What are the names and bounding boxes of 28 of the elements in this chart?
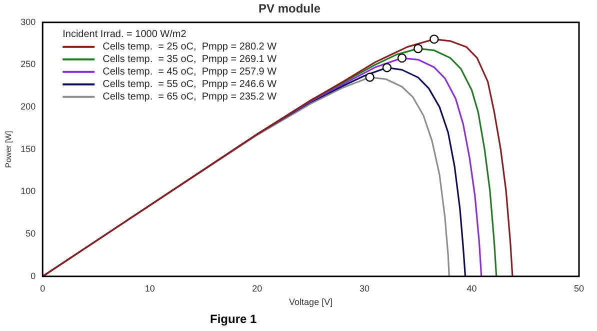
x-tick-label: 10 (144, 283, 155, 294)
caption: Figure 1 (210, 312, 257, 326)
y-tick-label: 150 (20, 144, 36, 154)
point (365, 72, 374, 82)
y-axis-title: Power [W] (4, 130, 14, 168)
legend-title: Incident Irrad. = 1000 W/m2 (62, 29, 187, 40)
y-tick-label: 300 (20, 16, 36, 27)
y-tick-label: 0 (30, 270, 36, 281)
x-tick-label: 50 (574, 283, 584, 294)
legend-label: Cells temp. = 35 oC, Pmpp = 269.1 W (102, 54, 278, 66)
point (430, 34, 439, 44)
y-tick-label: 200 (20, 102, 36, 112)
chart-title: PV module (258, 2, 321, 16)
point (382, 63, 392, 72)
x-tick-label: 40 (466, 283, 477, 294)
y-tick-label: 250 (20, 59, 36, 70)
y-tick-label: 50 (26, 228, 36, 239)
x-tick-label: 0 (40, 283, 46, 294)
x-axis-title: Voltage [V] (289, 297, 333, 308)
legend-label: Cells temp. = 45 oC, Pmpp = 257.9 W (102, 66, 278, 78)
x-tick-label: 20 (252, 283, 262, 294)
point (413, 44, 423, 54)
legend-label: Cells temp. = 55 oC, Pmpp = 246.6 W (102, 79, 278, 90)
y-tick-label: 100 (20, 186, 36, 196)
x-tick-label: 30 (359, 283, 370, 294)
legend-label: Cells temp. = 25 oC, Pmpp = 280.2 W (102, 42, 278, 53)
legend-label: Cells temp. = 65 oC, Pmpp = 235.2 W (102, 92, 278, 103)
point (397, 53, 407, 63)
